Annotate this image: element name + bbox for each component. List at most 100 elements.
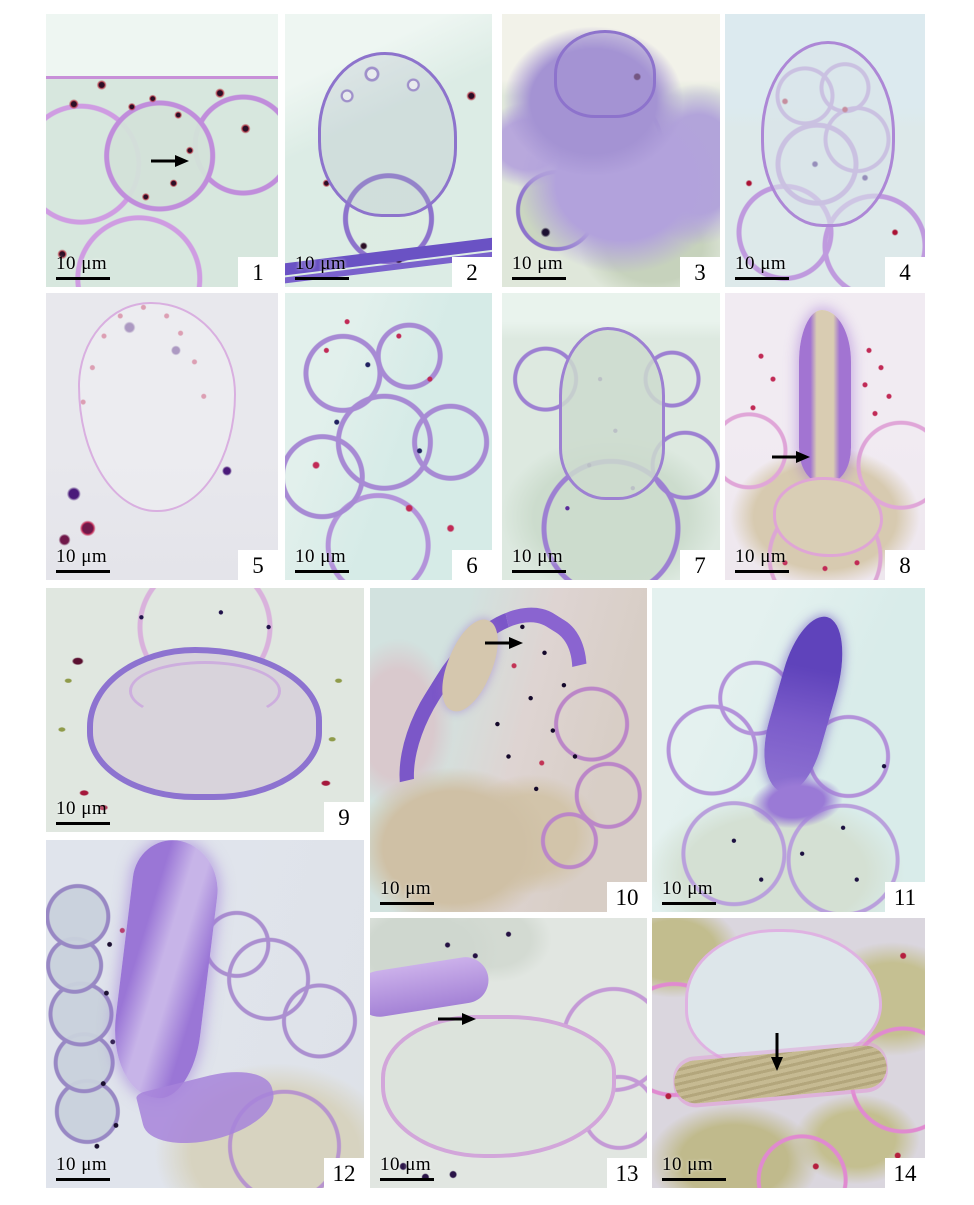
scale-bar: 10 μm bbox=[662, 1154, 726, 1181]
scale-bar-label: 10 μm bbox=[295, 253, 347, 275]
micrograph-panel-7: 10 μm 7 bbox=[502, 293, 720, 580]
arrow-right-icon bbox=[151, 155, 189, 167]
scale-bar: 10 μm bbox=[295, 253, 349, 280]
panel-number: 11 bbox=[893, 884, 917, 910]
scale-bar-label: 10 μm bbox=[56, 546, 108, 568]
scale-bar-label: 10 μm bbox=[56, 798, 108, 820]
panel-number-badge: 10 bbox=[607, 882, 647, 912]
scale-bar-line bbox=[735, 570, 789, 573]
micrograph-image bbox=[502, 14, 720, 287]
scale-bar-line bbox=[662, 902, 716, 905]
micrograph-panel-4: 10 μm 4 bbox=[725, 14, 925, 287]
panel-number-badge: 13 bbox=[607, 1158, 647, 1188]
panel-number-badge: 12 bbox=[324, 1158, 364, 1188]
scale-bar: 10 μm bbox=[735, 253, 789, 280]
panel-number-badge: 2 bbox=[452, 257, 492, 287]
micrograph-panel-13: 10 μm 13 bbox=[370, 918, 647, 1188]
scale-bar-label: 10 μm bbox=[735, 253, 787, 275]
panel-number-badge: 5 bbox=[238, 550, 278, 580]
scale-bar-label: 10 μm bbox=[662, 878, 714, 900]
scale-bar: 10 μm bbox=[380, 878, 434, 905]
panel-number-badge: 3 bbox=[680, 257, 720, 287]
micrograph-panel-9: 10 μm 9 bbox=[46, 588, 364, 832]
scale-bar: 10 μm bbox=[56, 1154, 110, 1181]
arrow-right-icon bbox=[772, 451, 810, 463]
panel-number-badge: 9 bbox=[324, 802, 364, 832]
scale-bar-line bbox=[380, 902, 434, 905]
panel-number-badge: 7 bbox=[680, 550, 720, 580]
scale-bar-line bbox=[56, 277, 110, 280]
scale-bar-line bbox=[56, 1178, 110, 1181]
scale-bar-line bbox=[56, 570, 110, 573]
scale-bar: 10 μm bbox=[735, 546, 789, 573]
scale-bar-line bbox=[380, 1178, 434, 1181]
scale-bar-label: 10 μm bbox=[512, 253, 564, 275]
panel-number: 2 bbox=[466, 259, 478, 285]
panel-number: 4 bbox=[899, 259, 911, 285]
micrograph-panel-5: 10 μm 5 bbox=[46, 293, 278, 580]
micrograph-image bbox=[652, 918, 925, 1188]
micrograph-image bbox=[46, 588, 364, 832]
panel-number-badge: 1 bbox=[238, 257, 278, 287]
panel-number: 3 bbox=[694, 259, 706, 285]
micrograph-panel-3: 10 μm 3 bbox=[502, 14, 720, 287]
scale-bar-line bbox=[512, 277, 566, 280]
scale-bar: 10 μm bbox=[512, 546, 566, 573]
scale-bar: 10 μm bbox=[380, 1154, 434, 1181]
scale-bar-line bbox=[56, 822, 110, 825]
panel-number-badge: 14 bbox=[885, 1158, 925, 1188]
scale-bar: 10 μm bbox=[56, 253, 110, 280]
scale-bar: 10 μm bbox=[662, 878, 716, 905]
micrograph-panel-10: 10 μm 10 bbox=[370, 588, 647, 912]
micrograph-panel-2: 10 μm 2 bbox=[285, 14, 492, 287]
panel-number-badge: 6 bbox=[452, 550, 492, 580]
scale-bar: 10 μm bbox=[295, 546, 349, 573]
micrograph-panel-8: 10 μm 8 bbox=[725, 293, 925, 580]
micrograph-image bbox=[46, 840, 364, 1188]
micrograph-panel-11: 10 μm 11 bbox=[652, 588, 925, 912]
panel-number-badge: 4 bbox=[885, 257, 925, 287]
scale-bar: 10 μm bbox=[56, 546, 110, 573]
arrow-right-icon bbox=[485, 637, 523, 649]
scale-bar-label: 10 μm bbox=[56, 253, 108, 275]
scale-bar-label: 10 μm bbox=[662, 1154, 714, 1176]
panel-number: 7 bbox=[694, 552, 706, 578]
scale-bar-line bbox=[295, 570, 349, 573]
panel-number: 6 bbox=[466, 552, 478, 578]
micrograph-panel-12: 10 μm 12 bbox=[46, 840, 364, 1188]
panel-number: 14 bbox=[893, 1160, 917, 1186]
scale-bar-line bbox=[662, 1178, 726, 1181]
panel-number-badge: 11 bbox=[885, 882, 925, 912]
scale-bar-label: 10 μm bbox=[295, 546, 347, 568]
scale-bar-label: 10 μm bbox=[56, 1154, 108, 1176]
panel-number: 13 bbox=[615, 1160, 639, 1186]
micrograph-image bbox=[285, 14, 492, 287]
micrograph-image bbox=[725, 293, 925, 580]
micrograph-image bbox=[502, 293, 720, 580]
panel-number: 5 bbox=[252, 552, 264, 578]
panel-number: 8 bbox=[899, 552, 911, 578]
scale-bar-line bbox=[735, 277, 789, 280]
panel-number: 10 bbox=[615, 884, 639, 910]
scale-bar-line bbox=[295, 277, 349, 280]
micrograph-panel-14: 10 μm 14 bbox=[652, 918, 925, 1188]
micrograph-image bbox=[285, 293, 492, 580]
arrow-down-icon bbox=[771, 1033, 783, 1071]
panel-number: 9 bbox=[338, 804, 350, 830]
panel-number-badge: 8 bbox=[885, 550, 925, 580]
scale-bar-label: 10 μm bbox=[380, 878, 432, 900]
micrograph-image bbox=[725, 14, 925, 287]
micrograph-image bbox=[652, 588, 925, 912]
micrograph-image bbox=[46, 293, 278, 580]
panel-number: 12 bbox=[332, 1160, 356, 1186]
micrograph-panel-1: 10 μm 1 bbox=[46, 14, 278, 287]
scale-bar-line bbox=[512, 570, 566, 573]
scale-bar: 10 μm bbox=[56, 798, 110, 825]
micrograph-panel-6: 10 μm 6 bbox=[285, 293, 492, 580]
scale-bar-label: 10 μm bbox=[380, 1154, 432, 1176]
scale-bar: 10 μm bbox=[512, 253, 566, 280]
scale-bar-label: 10 μm bbox=[512, 546, 564, 568]
scale-bar-label: 10 μm bbox=[735, 546, 787, 568]
micrograph-image bbox=[46, 14, 278, 287]
